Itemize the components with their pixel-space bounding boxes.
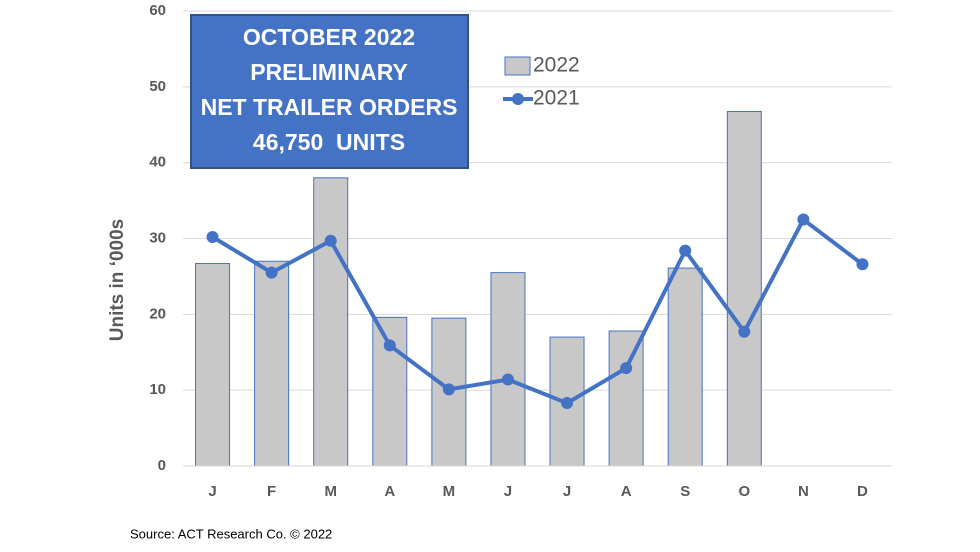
marker	[679, 244, 692, 257]
y-tick-label: 40	[149, 154, 166, 171]
x-tick-label: A	[621, 483, 632, 500]
x-tick-label: J	[208, 483, 216, 500]
legend-swatch	[504, 56, 531, 76]
legend-swatch	[512, 93, 524, 105]
marker	[501, 373, 514, 386]
bar	[313, 177, 349, 467]
annotation-text: NET TRAILER ORDERS	[201, 94, 458, 120]
annotation-box	[190, 14, 469, 169]
marker	[856, 258, 869, 271]
marker	[797, 213, 810, 226]
marker	[324, 234, 337, 247]
marker	[442, 383, 455, 396]
y-tick-label: 10	[149, 381, 166, 398]
bar	[254, 260, 290, 467]
bar	[608, 330, 644, 467]
x-tick-label: D	[857, 483, 868, 500]
x-tick-label: M	[324, 483, 337, 500]
line	[211, 217, 864, 406]
source: Source: ACT Research Co. © 2022	[130, 526, 332, 541]
marker	[383, 339, 396, 352]
marker	[620, 362, 633, 375]
annotation-text: OCTOBER 2022	[243, 24, 415, 50]
y-tick-label: 50	[149, 78, 166, 95]
legend-label: 2021	[533, 87, 580, 110]
bar	[490, 272, 526, 467]
marker	[265, 266, 278, 279]
y-tick-label: 20	[149, 305, 166, 322]
x-tick-label: F	[267, 483, 276, 500]
y-tick-label: 60	[149, 2, 166, 19]
x-tick-label: N	[798, 483, 809, 500]
x-tick-label: J	[563, 483, 571, 500]
marker	[738, 325, 751, 338]
bar	[726, 110, 762, 467]
annotation-text: PRELIMINARY	[250, 59, 408, 85]
marker	[206, 230, 219, 243]
y-tick-label: 30	[149, 229, 166, 246]
x-tick-label: O	[738, 483, 750, 500]
y-axis-label: Units in ‘000s	[107, 219, 128, 342]
bar	[195, 263, 231, 467]
x-tick-label: S	[680, 483, 690, 500]
legend-label: 2022	[533, 54, 580, 77]
y-tick-label: 0	[158, 457, 166, 474]
annotation-text: 46,750 UNITS	[253, 129, 405, 155]
bar	[667, 267, 703, 467]
marker	[561, 397, 574, 410]
x-tick-label: J	[504, 483, 512, 500]
x-tick-label: M	[443, 483, 456, 500]
x-tick-label: A	[384, 483, 395, 500]
